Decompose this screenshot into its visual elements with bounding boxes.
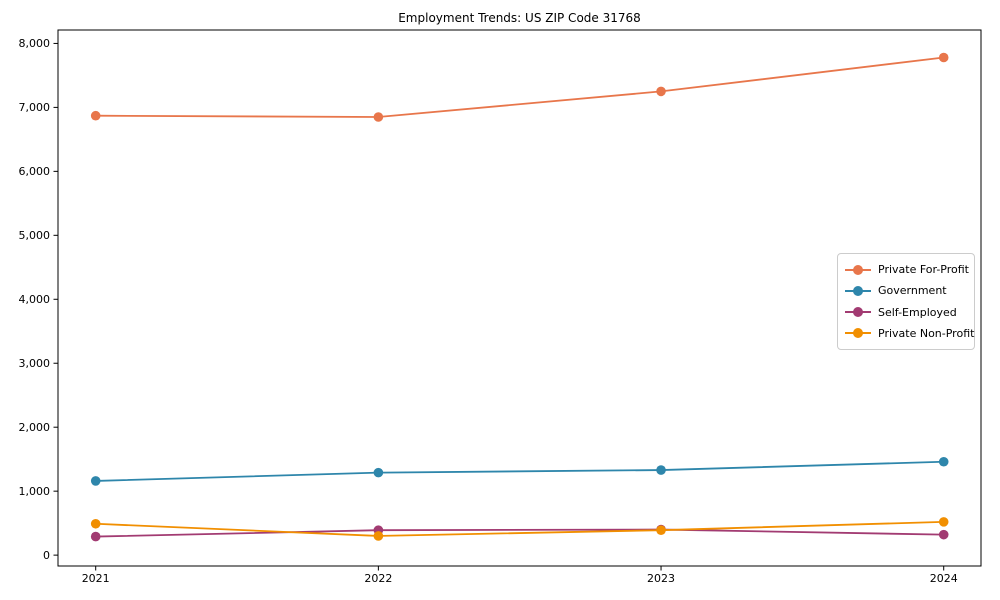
x-tick-label: 2021 <box>82 572 110 585</box>
x-tick-label: 2024 <box>930 572 958 585</box>
data-point-marker <box>90 110 101 121</box>
x-tick-label: 2023 <box>647 572 675 585</box>
y-tick-label: 8,000 <box>19 37 51 50</box>
x-tick-label: 2022 <box>364 572 392 585</box>
legend-line-marker-icon <box>845 285 871 296</box>
y-tick-label: 4,000 <box>19 293 51 306</box>
data-point-marker <box>373 112 384 122</box>
data-point-marker <box>938 529 949 540</box>
plot-frame <box>57 29 982 567</box>
y-tick-label: 6,000 <box>19 165 51 178</box>
data-point-marker <box>656 525 666 535</box>
legend-label: Private Non-Profit <box>878 326 975 340</box>
legend: Private For-Profit Government Self-Employe… <box>837 253 975 350</box>
chart-title: Employment Trends: US ZIP Code 31768 <box>398 11 641 25</box>
series-line <box>95 520 944 537</box>
data-point-marker <box>938 517 949 527</box>
legend-item: Government <box>845 285 967 296</box>
legend-item: Self-Employed <box>845 307 967 318</box>
data-point-marker <box>938 52 949 63</box>
legend-label: Self-Employed <box>878 305 957 319</box>
y-tick-label: 5,000 <box>19 229 51 242</box>
legend-line-marker-icon <box>845 328 871 339</box>
y-tick-label: 7,000 <box>19 101 51 114</box>
legend-label: Private For-Profit <box>878 263 969 277</box>
y-tick-label: 2,000 <box>19 421 51 434</box>
data-point-marker <box>373 467 384 478</box>
data-point-marker <box>938 456 949 467</box>
series-line <box>95 528 944 538</box>
data-point-marker <box>90 476 101 486</box>
legend-label: Government <box>878 284 947 298</box>
legend-line-marker-icon <box>845 264 871 275</box>
data-point-marker <box>373 531 384 541</box>
data-point-marker <box>656 465 666 475</box>
y-tick-label: 1,000 <box>19 485 51 498</box>
data-point-marker <box>90 531 101 542</box>
series-line <box>95 56 944 118</box>
data-point-marker <box>656 86 666 97</box>
legend-line-marker-icon <box>845 307 871 318</box>
series-line <box>95 460 944 482</box>
y-tick-label: 3,000 <box>19 357 51 370</box>
legend-item: Private For-Profit <box>845 263 969 277</box>
legend-item: Private Non-Profit <box>845 328 974 339</box>
y-tick-label: 0 <box>43 549 50 562</box>
data-point-marker <box>90 518 101 529</box>
